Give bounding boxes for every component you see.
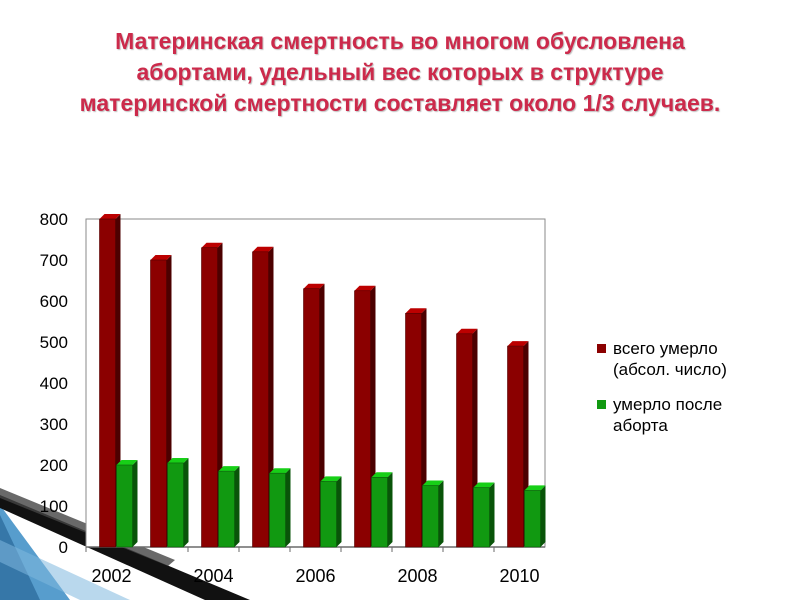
legend: всего умерло (абсол. число) умерло после аб…: [597, 339, 727, 435]
y-tick-label: 400: [40, 374, 68, 393]
slide-title: Материнская смертность во многом обуслов…: [20, 26, 780, 119]
legend-label: всего умерло: [613, 339, 718, 358]
y-tick-label: 800: [40, 210, 68, 229]
x-axis-ticks: 2002 2004 2006 2008 2010: [85, 547, 540, 586]
title-line-3: материнской смертности составляет около …: [79, 90, 721, 116]
y-tick-label: 500: [40, 333, 68, 352]
title-line-2: абортами, удельный вес которых в структу…: [136, 59, 664, 85]
bar-total: [252, 246, 274, 548]
bar-abortion: [320, 476, 342, 548]
bar-abortion: [269, 468, 291, 548]
x-tick-label: 2010: [499, 566, 539, 586]
y-tick-label: 700: [40, 251, 68, 270]
y-tick-label: 600: [40, 292, 68, 311]
legend-label: аборта: [613, 416, 668, 435]
bar-abortion: [116, 460, 138, 548]
legend-label: (абсол. число): [613, 360, 727, 379]
x-tick-label: 2002: [91, 566, 131, 586]
y-tick-label: 200: [40, 456, 68, 475]
legend-swatch: [597, 400, 606, 409]
title-line-1: Материнская смертность во многом обуслов…: [115, 28, 685, 54]
bar-abortion: [473, 482, 495, 548]
y-tick-label: 300: [40, 415, 68, 434]
legend-label: умерло после: [613, 395, 722, 414]
bar-abortion: [422, 480, 444, 548]
bar-abortion: [371, 472, 393, 548]
bars: [99, 214, 546, 548]
x-tick-label: 2008: [397, 566, 437, 586]
bar-abortion: [167, 457, 189, 548]
legend-swatch: [597, 344, 606, 353]
y-axis-ticks: 0 100 200 300 400 500 600 700 800: [40, 210, 68, 557]
x-tick-label: 2006: [295, 566, 335, 586]
y-tick-label: 100: [40, 497, 68, 516]
y-tick-label: 0: [59, 538, 68, 557]
x-tick-label: 2004: [193, 566, 233, 586]
bar-abortion: [524, 485, 546, 548]
bar-abortion: [218, 466, 240, 548]
